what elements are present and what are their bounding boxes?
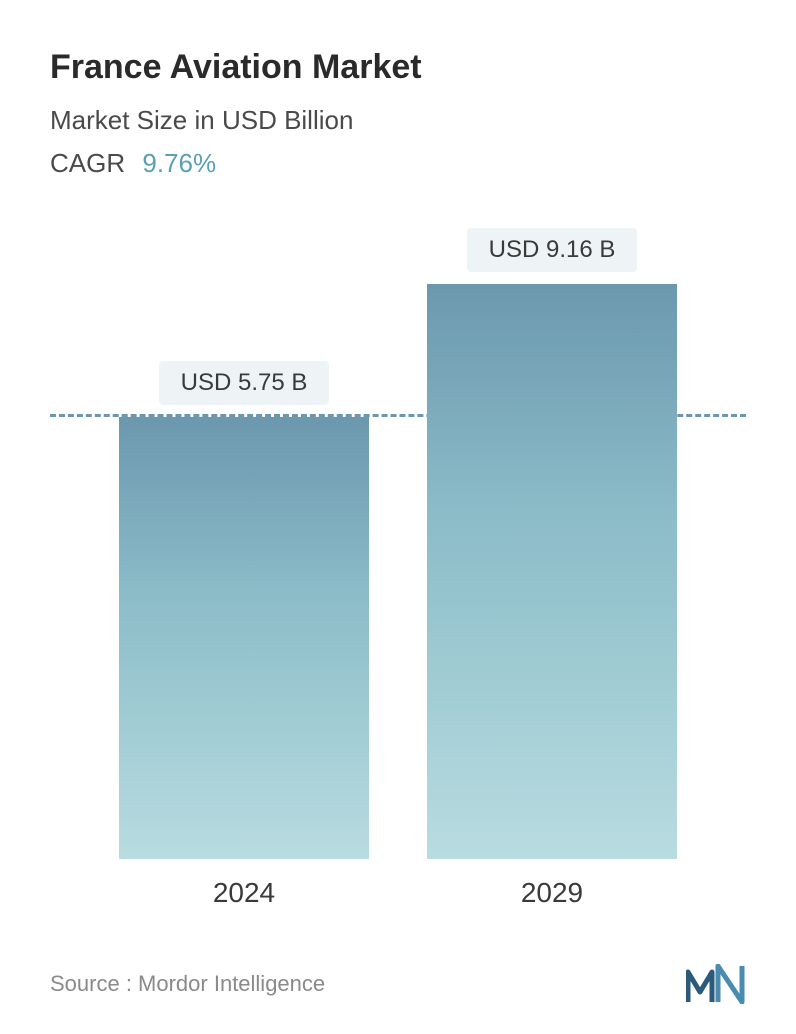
bar-1: [427, 284, 677, 859]
chart-area: USD 5.75 B USD 9.16 B 2024 2029: [50, 229, 746, 909]
cagr-line: CAGR 9.76%: [50, 148, 746, 179]
x-label-0: 2024: [119, 877, 369, 909]
bars-container: USD 5.75 B USD 9.16 B: [50, 229, 746, 859]
source-text: Source : Mordor Intelligence: [50, 971, 325, 997]
chart-title: France Aviation Market: [50, 48, 746, 87]
mordor-logo-icon: [686, 964, 746, 1004]
value-label-0: USD 5.75 B: [159, 361, 330, 405]
chart-container: France Aviation Market Market Size in US…: [0, 0, 796, 1034]
x-label-1: 2029: [427, 877, 677, 909]
bar-group-1: USD 9.16 B: [427, 228, 677, 859]
cagr-label: CAGR: [50, 148, 125, 178]
cagr-value: 9.76%: [142, 148, 216, 178]
x-labels: 2024 2029: [50, 877, 746, 909]
bar-0: [119, 417, 369, 859]
chart-subtitle: Market Size in USD Billion: [50, 105, 746, 136]
value-label-1: USD 9.16 B: [467, 228, 638, 272]
footer: Source : Mordor Intelligence: [50, 964, 746, 1004]
bar-group-0: USD 5.75 B: [119, 361, 369, 859]
